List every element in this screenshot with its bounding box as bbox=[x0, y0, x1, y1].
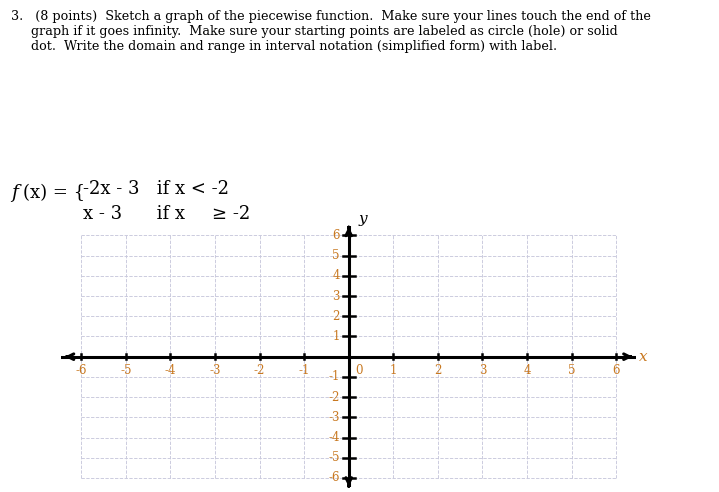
Text: 2: 2 bbox=[332, 310, 340, 323]
Text: x: x bbox=[638, 350, 647, 364]
Text: -1: -1 bbox=[298, 365, 310, 377]
Text: 2: 2 bbox=[434, 365, 441, 377]
Text: -1: -1 bbox=[329, 370, 340, 383]
Text: x - 3      if x: x - 3 if x bbox=[83, 205, 185, 223]
Text: -6: -6 bbox=[329, 471, 340, 485]
Text: -3: -3 bbox=[209, 365, 221, 377]
Text: 5: 5 bbox=[568, 365, 575, 377]
Text: -5: -5 bbox=[329, 451, 340, 464]
Text: -6: -6 bbox=[75, 365, 87, 377]
Text: 4: 4 bbox=[332, 269, 340, 282]
Text: -2: -2 bbox=[254, 365, 265, 377]
Text: -4: -4 bbox=[165, 365, 176, 377]
Text: ≥ -2: ≥ -2 bbox=[212, 205, 250, 223]
Text: f: f bbox=[11, 184, 18, 203]
Text: -4: -4 bbox=[329, 431, 340, 444]
Text: 6: 6 bbox=[613, 365, 620, 377]
Text: 1: 1 bbox=[332, 330, 340, 343]
Text: -2: -2 bbox=[329, 391, 340, 403]
Text: 6: 6 bbox=[332, 229, 340, 242]
Text: -3: -3 bbox=[329, 411, 340, 424]
Text: -2x - 3   if x < -2: -2x - 3 if x < -2 bbox=[83, 180, 229, 198]
Text: 0: 0 bbox=[355, 365, 363, 377]
Text: 1: 1 bbox=[390, 365, 397, 377]
Text: 3.   (8 points)  Sketch a graph of the piecewise function.  Make sure your lines: 3. (8 points) Sketch a graph of the piec… bbox=[11, 10, 651, 53]
Text: y: y bbox=[359, 212, 367, 226]
Text: 3: 3 bbox=[332, 290, 340, 303]
Text: -5: -5 bbox=[120, 365, 132, 377]
Text: 3: 3 bbox=[479, 365, 486, 377]
Text: (x) = {: (x) = { bbox=[23, 184, 85, 203]
Text: 4: 4 bbox=[523, 365, 531, 377]
Text: 5: 5 bbox=[332, 249, 340, 262]
